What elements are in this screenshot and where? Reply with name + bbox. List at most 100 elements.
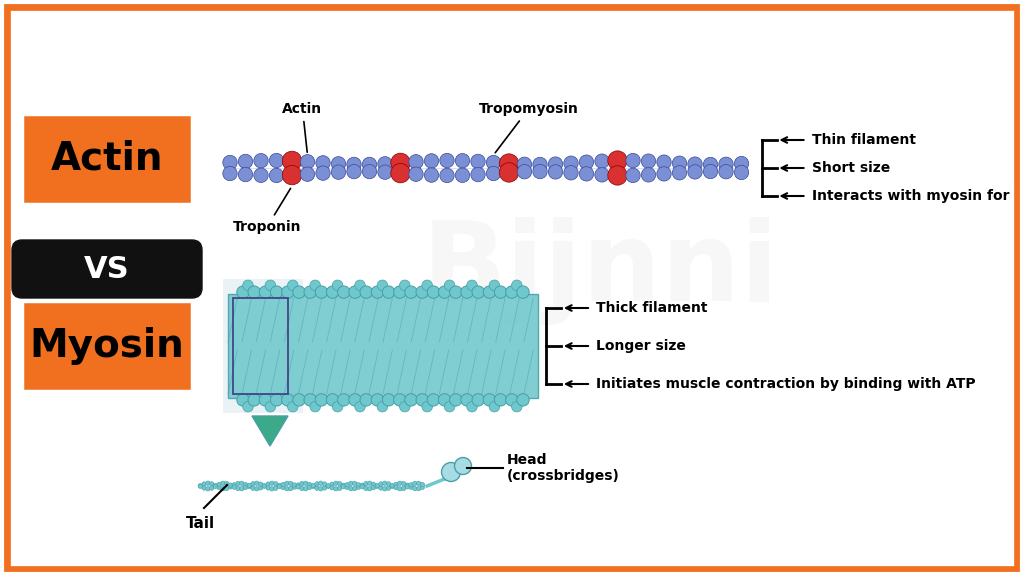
Circle shape (349, 481, 353, 486)
Circle shape (273, 482, 278, 486)
Circle shape (379, 486, 383, 490)
Circle shape (240, 481, 244, 486)
Circle shape (409, 167, 423, 181)
Text: Tail: Tail (185, 516, 215, 531)
Circle shape (406, 483, 410, 487)
Circle shape (375, 484, 380, 488)
Circle shape (399, 401, 410, 412)
Circle shape (354, 280, 366, 290)
Circle shape (254, 154, 268, 168)
Circle shape (332, 165, 346, 179)
Circle shape (278, 483, 282, 488)
Circle shape (372, 482, 376, 487)
Circle shape (315, 286, 328, 298)
Circle shape (399, 280, 410, 290)
Circle shape (251, 486, 255, 491)
Circle shape (224, 486, 229, 491)
Circle shape (283, 165, 302, 185)
Circle shape (564, 156, 579, 170)
Circle shape (262, 484, 266, 488)
Circle shape (364, 486, 369, 491)
Circle shape (243, 280, 253, 290)
Circle shape (300, 482, 304, 486)
Circle shape (564, 165, 579, 180)
Circle shape (673, 156, 687, 170)
Circle shape (236, 486, 241, 491)
Circle shape (247, 483, 252, 488)
Circle shape (259, 393, 271, 406)
Circle shape (424, 168, 438, 182)
Circle shape (390, 484, 394, 488)
Circle shape (318, 481, 323, 486)
Circle shape (314, 486, 319, 490)
Text: Thick filament: Thick filament (596, 301, 708, 315)
Circle shape (330, 482, 334, 487)
Circle shape (580, 155, 594, 169)
Circle shape (217, 486, 221, 490)
Bar (22, 114, 193, 204)
Circle shape (259, 286, 271, 298)
Circle shape (413, 481, 417, 486)
Circle shape (300, 486, 304, 491)
Circle shape (467, 401, 477, 412)
Circle shape (292, 485, 297, 489)
Circle shape (334, 487, 338, 491)
Circle shape (532, 157, 547, 172)
Bar (228, 294, 538, 398)
Circle shape (228, 484, 232, 489)
Circle shape (688, 165, 702, 179)
Circle shape (285, 487, 289, 491)
Circle shape (311, 483, 315, 488)
Circle shape (300, 167, 314, 181)
Circle shape (223, 166, 238, 181)
Circle shape (326, 484, 331, 488)
Circle shape (506, 286, 518, 298)
Circle shape (461, 393, 473, 406)
Circle shape (337, 482, 342, 486)
Circle shape (326, 484, 331, 488)
Circle shape (202, 482, 207, 486)
Circle shape (345, 483, 349, 487)
Text: Head
(crossbridges): Head (crossbridges) (507, 453, 620, 483)
Circle shape (315, 166, 330, 180)
Circle shape (512, 280, 522, 290)
Circle shape (341, 483, 345, 487)
Circle shape (422, 280, 432, 290)
Circle shape (688, 157, 702, 171)
Circle shape (377, 401, 388, 412)
Circle shape (406, 484, 410, 489)
Text: Longer size: Longer size (596, 339, 686, 353)
Circle shape (307, 482, 311, 487)
Circle shape (360, 393, 373, 406)
Circle shape (199, 484, 203, 488)
Circle shape (315, 393, 328, 406)
Circle shape (283, 151, 302, 170)
Circle shape (285, 481, 289, 486)
Circle shape (424, 154, 438, 168)
Circle shape (580, 166, 594, 181)
Text: Actin: Actin (283, 102, 323, 152)
Circle shape (223, 156, 238, 170)
Circle shape (734, 165, 749, 180)
Circle shape (262, 484, 266, 488)
Circle shape (483, 286, 496, 298)
Circle shape (413, 486, 417, 491)
Text: Short size: Short size (811, 161, 890, 175)
Circle shape (673, 165, 687, 180)
Circle shape (334, 481, 338, 486)
Circle shape (595, 154, 609, 168)
Circle shape (338, 393, 350, 406)
Circle shape (337, 486, 342, 491)
Circle shape (311, 484, 315, 488)
Circle shape (703, 164, 718, 179)
Circle shape (444, 280, 455, 290)
Circle shape (327, 393, 339, 406)
Circle shape (500, 163, 519, 182)
Circle shape (441, 463, 461, 482)
Circle shape (341, 484, 345, 489)
Circle shape (404, 393, 417, 406)
Circle shape (224, 482, 229, 486)
Circle shape (416, 286, 428, 298)
Circle shape (314, 482, 319, 486)
Circle shape (323, 486, 327, 490)
